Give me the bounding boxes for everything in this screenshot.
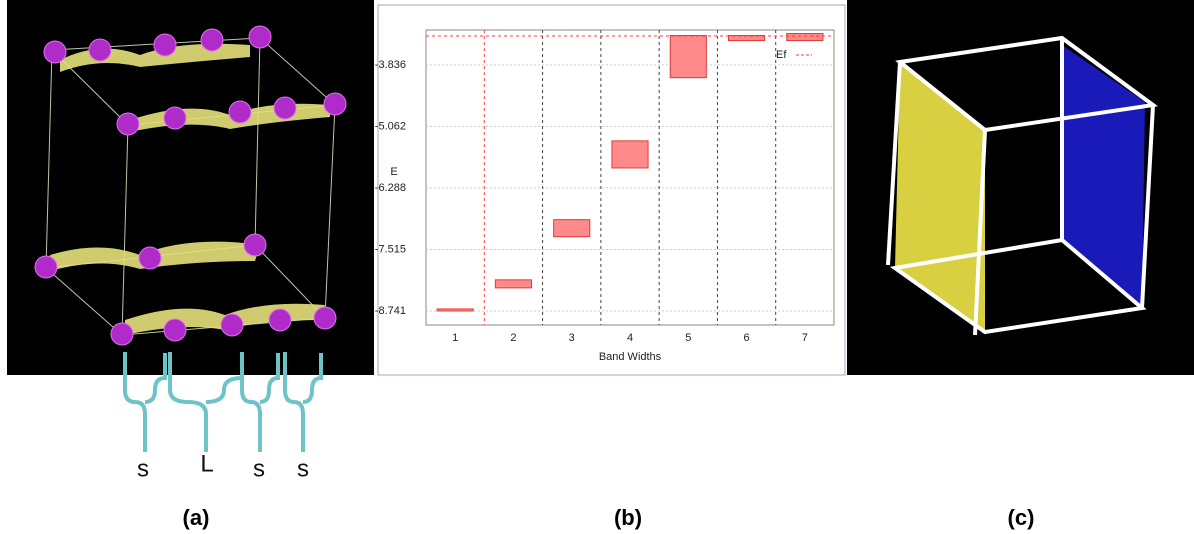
bar [670,36,706,78]
x-tick-label: 5 [685,332,691,344]
plot-area [426,30,834,325]
x-tick-label: 2 [510,332,516,344]
y-tick-label: -6.288 [375,182,406,194]
segment-label: s [253,455,265,482]
caption: (a) [183,505,210,530]
y-tick-label: -8.741 [375,305,406,317]
x-tick-label: 7 [802,332,808,344]
caption: (c) [1008,505,1035,530]
bar [437,309,473,311]
x-tick-label: 4 [627,332,633,344]
x-tick-label: 3 [569,332,575,344]
legend-label: Ef [776,49,787,61]
x-tick-label: 6 [744,332,750,344]
y-axis-label: E [390,166,397,178]
y-tick-label: -3.836 [375,59,406,71]
bar [787,34,823,41]
y-tick-label: -7.515 [375,243,406,255]
x-tick-label: 1 [452,332,458,344]
bar [495,280,531,288]
bar [554,220,590,237]
y-tick-label: -5.062 [375,120,406,132]
figure: s L s s (a) (b) (c) -8.741 -7.515 -6.288 -5… [0,0,1194,534]
segment-label: s [137,455,149,482]
panel-c: (c) [847,0,1194,530]
caption: (b) [614,505,642,530]
panel-a: s L s s (a) [7,0,374,530]
segment-label: s [297,455,309,482]
bar [612,141,648,168]
x-axis-label: Band Widths [599,351,662,363]
segment-label: L [200,450,213,477]
